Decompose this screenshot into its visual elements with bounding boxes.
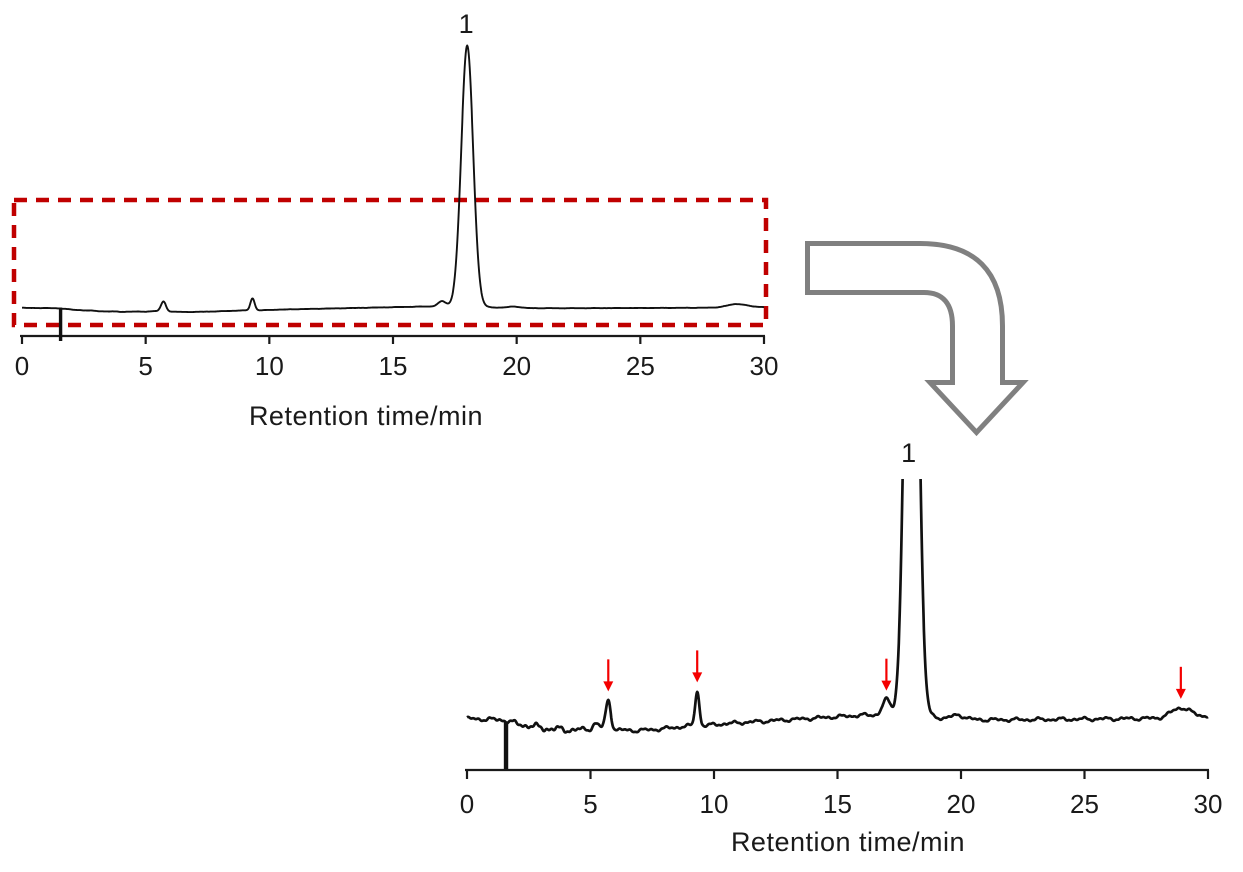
impurity-arrow-icon xyxy=(1175,666,1186,699)
x-axis-title: Retention time/min xyxy=(731,827,965,857)
x-tick-label: 20 xyxy=(502,351,531,381)
chromatogram-trace xyxy=(21,44,765,314)
impurity-arrow-icon xyxy=(881,658,892,691)
x-axis: 0 5 10 15 20 25 30 xyxy=(15,334,779,381)
x-tick-label: 5 xyxy=(138,351,152,381)
impurity-arrow-icon xyxy=(692,650,703,683)
chromatogram-trace xyxy=(466,478,1209,734)
peak-1-label: 1 xyxy=(901,438,916,468)
magnified-region-box xyxy=(11,197,769,328)
x-tick-label: 30 xyxy=(750,351,779,381)
x-tick-label: 25 xyxy=(1070,789,1099,819)
x-axis: 0 5 10 15 20 25 30 xyxy=(460,768,1223,819)
x-tick-label: 5 xyxy=(583,789,597,819)
x-tick-label: 30 xyxy=(1194,789,1223,819)
peak-1-label: 1 xyxy=(459,9,474,39)
x-tick-label: 10 xyxy=(700,789,729,819)
chart-magnified-chromatogram: 0 5 10 15 20 25 30 Retention time/min 1 xyxy=(460,438,1223,857)
x-axis-title: Retention time/min xyxy=(249,401,483,431)
x-tick-label: 15 xyxy=(823,789,852,819)
x-tick-label: 20 xyxy=(947,789,976,819)
x-tick-label: 25 xyxy=(626,351,655,381)
chart-original-chromatogram: 0 5 10 15 20 25 30 Retention time/min 1 xyxy=(11,9,779,431)
x-tick-label: 15 xyxy=(379,351,408,381)
x-tick-label: 0 xyxy=(460,789,474,819)
zoom-bent-arrow-icon xyxy=(805,241,1029,437)
x-tick-label: 10 xyxy=(255,351,284,381)
impurity-arrow-icon xyxy=(603,659,614,692)
x-tick-label: 0 xyxy=(15,351,29,381)
